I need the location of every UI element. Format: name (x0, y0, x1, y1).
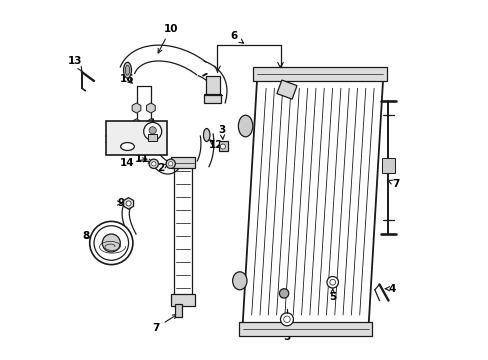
Bar (203, 94, 221, 103)
Circle shape (166, 159, 175, 168)
Bar (171, 157, 195, 168)
Text: 3: 3 (218, 125, 225, 139)
Bar (218, 141, 227, 151)
Polygon shape (148, 152, 179, 174)
Text: 15: 15 (104, 135, 118, 145)
Circle shape (149, 127, 156, 134)
Circle shape (149, 159, 158, 168)
Ellipse shape (125, 65, 129, 75)
Bar (253, 67, 386, 81)
Polygon shape (197, 134, 213, 167)
Circle shape (283, 316, 289, 323)
Bar (381, 158, 394, 173)
Circle shape (280, 313, 293, 326)
Circle shape (329, 279, 335, 285)
Text: 12: 12 (208, 140, 223, 150)
Text: 10: 10 (158, 24, 178, 53)
Bar (148, 134, 157, 141)
Ellipse shape (232, 272, 246, 290)
Ellipse shape (123, 62, 131, 78)
Text: 14: 14 (120, 158, 147, 168)
Circle shape (143, 122, 162, 140)
Text: 9: 9 (117, 198, 125, 208)
Text: 4: 4 (385, 284, 395, 294)
Circle shape (279, 289, 288, 298)
Text: 13: 13 (68, 56, 82, 71)
Circle shape (126, 201, 131, 206)
Text: 7: 7 (387, 179, 399, 189)
Bar (106, 121, 167, 155)
Text: 5: 5 (328, 289, 336, 302)
Bar (239, 322, 371, 336)
Text: 8: 8 (82, 231, 89, 241)
Circle shape (102, 234, 120, 252)
Ellipse shape (203, 129, 209, 141)
Bar (175, 304, 182, 317)
Circle shape (94, 226, 128, 260)
Text: 11: 11 (134, 154, 152, 164)
Circle shape (168, 162, 172, 166)
Text: 16: 16 (120, 74, 135, 84)
Polygon shape (242, 79, 382, 324)
Bar (205, 76, 220, 95)
Polygon shape (174, 166, 192, 297)
Text: 5: 5 (283, 327, 290, 342)
Circle shape (326, 276, 338, 288)
Text: 7: 7 (152, 315, 177, 333)
Circle shape (89, 221, 133, 265)
Bar (276, 80, 296, 99)
Ellipse shape (238, 115, 252, 137)
Ellipse shape (121, 143, 134, 150)
Polygon shape (198, 61, 226, 103)
Bar (171, 294, 195, 306)
Polygon shape (120, 45, 205, 75)
Text: 1: 1 (279, 290, 286, 300)
Text: 6: 6 (230, 31, 243, 43)
Text: 2: 2 (157, 163, 167, 173)
Polygon shape (122, 204, 136, 238)
Circle shape (151, 162, 156, 166)
Circle shape (220, 144, 225, 149)
